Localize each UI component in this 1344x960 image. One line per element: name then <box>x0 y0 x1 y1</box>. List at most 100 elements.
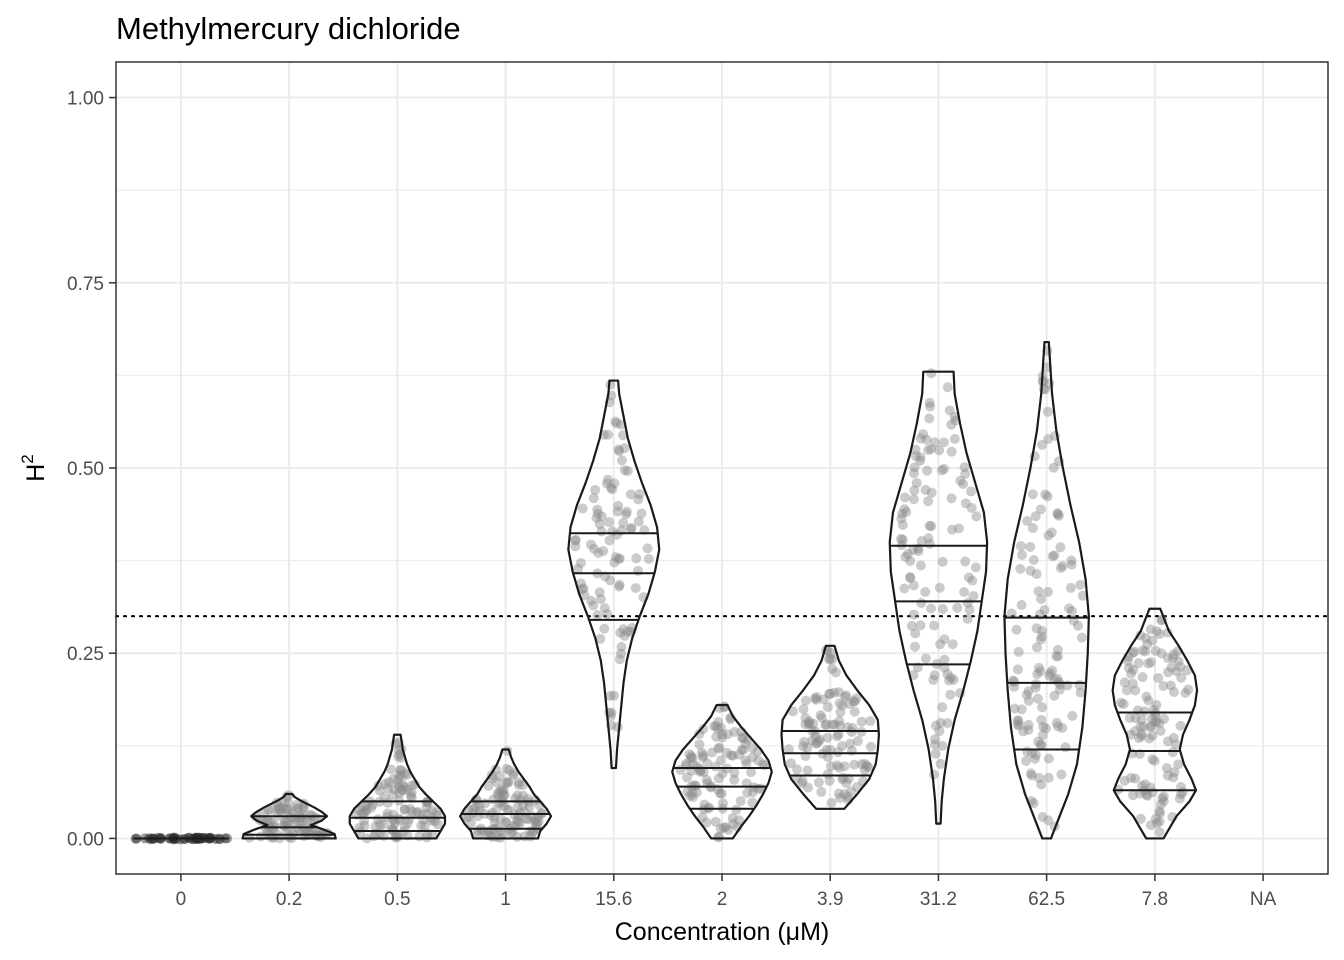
data-point <box>1124 712 1135 723</box>
data-point <box>824 775 835 786</box>
data-point <box>396 765 407 776</box>
data-point <box>1053 721 1064 732</box>
data-point <box>948 674 959 685</box>
data-point <box>399 804 410 815</box>
data-point <box>1047 551 1058 562</box>
data-point <box>293 803 304 814</box>
data-point <box>604 535 615 546</box>
data-point <box>1143 658 1154 669</box>
data-point <box>1023 719 1034 730</box>
data-point <box>822 732 833 743</box>
data-point <box>851 693 862 704</box>
data-point <box>1168 686 1179 697</box>
data-point <box>626 523 637 534</box>
data-point <box>738 744 749 755</box>
data-point <box>929 739 940 750</box>
data-point <box>829 719 840 730</box>
data-point <box>617 430 628 441</box>
data-point <box>1012 715 1023 726</box>
data-point <box>1151 699 1162 710</box>
data-point <box>1143 695 1154 706</box>
data-point <box>934 445 945 456</box>
data-point <box>839 761 850 772</box>
data-point <box>578 583 589 594</box>
data-point <box>1009 681 1020 692</box>
data-point <box>419 821 430 832</box>
data-point <box>747 797 758 808</box>
data-point <box>1037 702 1048 713</box>
data-point <box>713 723 724 734</box>
data-point <box>614 581 625 592</box>
data-point <box>968 591 979 602</box>
data-point <box>1032 693 1043 704</box>
data-point <box>1037 439 1048 450</box>
data-point <box>840 691 851 702</box>
data-point <box>939 654 950 665</box>
data-point <box>275 803 286 814</box>
data-point <box>742 787 753 798</box>
data-point <box>813 777 824 788</box>
data-point <box>1151 818 1162 829</box>
data-point <box>824 688 835 699</box>
data-point <box>1036 631 1047 642</box>
data-point <box>1023 724 1034 735</box>
data-point <box>821 719 832 730</box>
data-point <box>944 675 955 686</box>
violin-outline-7.8 <box>1111 607 1199 840</box>
data-point <box>785 758 796 769</box>
data-point <box>947 524 958 535</box>
data-point <box>1130 773 1141 784</box>
data-point <box>841 690 852 701</box>
data-point <box>599 603 610 614</box>
data-point <box>1051 651 1062 662</box>
data-point <box>359 820 370 831</box>
data-point <box>421 808 432 819</box>
data-point <box>386 824 397 835</box>
data-point <box>896 533 907 544</box>
data-point <box>302 816 313 827</box>
data-point <box>1035 666 1046 677</box>
data-point <box>1023 686 1034 697</box>
data-point <box>1018 726 1029 737</box>
data-point <box>598 545 609 556</box>
data-point <box>366 802 377 813</box>
data-point <box>602 609 613 620</box>
data-point <box>966 502 977 513</box>
data-point <box>1128 664 1139 675</box>
data-point <box>592 610 603 621</box>
data-point <box>393 779 404 790</box>
data-point <box>947 639 958 650</box>
data-point <box>800 719 811 730</box>
data-point <box>400 768 411 779</box>
data-point <box>928 674 939 685</box>
data-point <box>960 468 971 479</box>
data-point <box>502 777 513 788</box>
data-point <box>1043 586 1054 597</box>
data-point <box>714 788 725 799</box>
data-point <box>392 774 403 785</box>
data-point <box>1016 550 1027 561</box>
data-point <box>500 817 511 828</box>
data-point <box>1126 772 1137 783</box>
data-point <box>503 804 514 815</box>
data-point <box>515 794 526 805</box>
data-point <box>301 825 312 836</box>
data-point <box>797 776 808 787</box>
data-point <box>1175 720 1186 731</box>
data-point <box>811 694 822 705</box>
data-point <box>1147 730 1158 741</box>
data-point <box>902 549 913 560</box>
data-point <box>1052 644 1063 655</box>
data-point <box>1075 579 1086 590</box>
x-tick-label: 15.6 <box>595 889 632 910</box>
data-point <box>1054 684 1065 695</box>
data-point <box>374 785 385 796</box>
data-point <box>512 790 523 801</box>
data-point <box>1135 630 1146 641</box>
data-point <box>506 827 517 838</box>
data-point <box>1155 799 1166 810</box>
data-point <box>1036 714 1047 725</box>
data-point <box>1031 623 1042 634</box>
data-point <box>1142 639 1153 650</box>
